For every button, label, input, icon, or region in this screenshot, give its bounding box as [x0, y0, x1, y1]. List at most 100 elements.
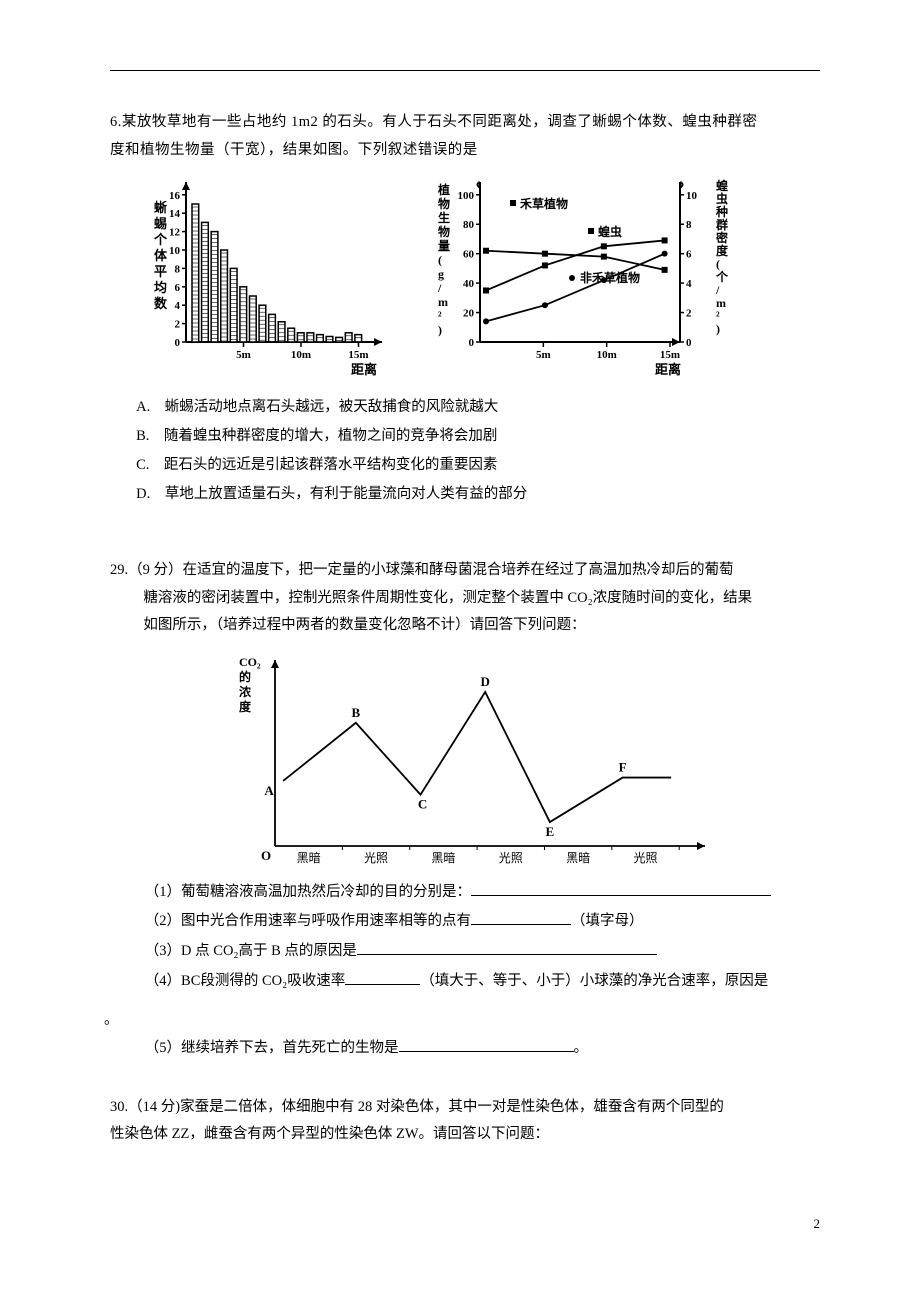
svg-text:CO₂: CO₂ [239, 655, 261, 669]
q29-line2: 糖溶液的密闭装置中，控制光照条件周期性变化，测定整个装置中 CO₂浓度随时间的变… [110, 585, 820, 613]
svg-text:度: 度 [716, 243, 729, 258]
q29-sub2: （2）图中光合作用速率与呼吸作用速率相等的点有 （填字母） [110, 907, 820, 937]
q29-sub5: （5）继续培养下去，首先死亡的生物是 。 [110, 1034, 820, 1064]
svg-text:6: 6 [175, 282, 181, 294]
svg-text:E: E [546, 824, 555, 839]
svg-text:10: 10 [686, 190, 698, 202]
svg-text:0: 0 [686, 337, 692, 349]
svg-text:D: D [480, 674, 489, 689]
q29-sub1: （1）葡萄糖溶液高温加热然后冷却的目的分别是： [110, 878, 820, 908]
svg-text:10m: 10m [291, 349, 311, 361]
q6-line2: 度和植物生物量（干宽），结果如图。下列叙述错误的是 [110, 137, 820, 165]
svg-text:): ) [716, 322, 720, 336]
svg-text:植: 植 [437, 182, 450, 197]
svg-text:光照: 光照 [634, 851, 658, 865]
q6-charts: 0246810121416蜥蜴个体平均数5m10m15m距离 020406080… [140, 172, 820, 387]
svg-text:/: / [715, 283, 720, 297]
blank-5 [399, 1037, 574, 1053]
svg-text:10m: 10m [597, 349, 617, 361]
svg-text:F: F [619, 759, 627, 774]
svg-text:量: 量 [438, 239, 450, 253]
svg-text:10: 10 [169, 245, 181, 257]
svg-text:C: C [418, 796, 427, 811]
svg-text:12: 12 [169, 227, 181, 239]
svg-text:5m: 5m [536, 349, 551, 361]
svg-text:15m: 15m [348, 349, 368, 361]
svg-text:蜥: 蜥 [154, 200, 167, 215]
svg-text:蜴: 蜴 [154, 216, 167, 231]
svg-text:物: 物 [438, 224, 450, 239]
svg-text:密: 密 [716, 230, 728, 245]
q29-sub4: （4）BC段测得的 CO₂吸收速率 （填大于、等于、小于）小球藻的净光合速率，原因… [110, 967, 820, 997]
svg-text:A: A [264, 783, 274, 798]
svg-text:/: / [437, 281, 442, 295]
svg-text:8: 8 [686, 219, 692, 231]
q30-line2: 性染色体 ZZ，雌蚕含有两个异型的性染色体 ZW。请回答以下问题： [110, 1121, 820, 1149]
blank-3 [357, 940, 657, 956]
q29-sub1-text: （1）葡萄糖溶液高温加热然后冷却的目的分别是： [145, 884, 471, 900]
q6-option-a: A. 蜥蜴活动地点离石头越远，被天敌捕食的风险就越大 [110, 393, 820, 422]
svg-text:40: 40 [463, 278, 475, 290]
svg-text:非禾草植物: 非禾草植物 [580, 270, 640, 285]
svg-text:群: 群 [715, 217, 728, 232]
svg-text:20: 20 [463, 308, 475, 320]
svg-text:光照: 光照 [364, 851, 388, 865]
q29-sub4-end: 。 [104, 1007, 820, 1035]
top-rule [110, 70, 820, 71]
svg-text:生: 生 [438, 210, 450, 225]
svg-text:数: 数 [154, 296, 168, 311]
svg-text:8: 8 [175, 263, 181, 275]
svg-text:m: m [716, 296, 726, 310]
svg-text:14: 14 [169, 208, 181, 220]
svg-text:): ) [438, 323, 442, 337]
q29-sub5-pre: （5）继续培养下去，首先死亡的生物是 [145, 1040, 399, 1056]
q29-sub4-pre: （4）BC段测得的 CO₂吸收速率 [145, 973, 345, 989]
svg-text:15m: 15m [660, 349, 680, 361]
q29-sub3: （3）D 点 CO₂高于 B 点的原因是 [110, 937, 820, 967]
q6-chart-left: 0246810121416蜥蜴个体平均数5m10m15m距离 [140, 172, 390, 387]
svg-text:黑暗: 黑暗 [431, 850, 455, 865]
svg-text:光照: 光照 [499, 851, 523, 865]
svg-text:²: ² [716, 309, 720, 323]
svg-text:0: 0 [175, 337, 181, 349]
svg-text:物: 物 [438, 196, 450, 211]
svg-text:个: 个 [153, 232, 168, 247]
svg-text:(: ( [716, 257, 720, 271]
svg-text:黑暗: 黑暗 [566, 850, 590, 865]
svg-text:均: 均 [154, 280, 167, 295]
q29-line1: 29.（9 分）在适宜的温度下，把一定量的小球藻和酵母菌混合培养在经过了高温加热… [110, 557, 820, 585]
q29-sub5-post: 。 [574, 1040, 589, 1056]
q29-chart-svg: CO₂的浓度O黑暗光照黑暗光照黑暗光照ABCDEF [215, 646, 715, 876]
svg-text:禾草植物: 禾草植物 [520, 196, 568, 211]
svg-text:O: O [261, 848, 271, 863]
svg-text:60: 60 [463, 249, 475, 261]
svg-text:4: 4 [686, 278, 692, 290]
q29-sub3-pre: （3）D 点 CO₂高于 B 点的原因是 [145, 943, 357, 959]
svg-text:距离: 距离 [351, 362, 377, 377]
svg-text:体: 体 [154, 248, 168, 263]
q6-option-d: D. 草地上放置适量石头，有利于能量流向对人类有益的部分 [110, 480, 820, 509]
svg-text:16: 16 [169, 190, 181, 202]
svg-text:个: 个 [715, 269, 729, 284]
blank-1 [471, 880, 771, 896]
svg-text:2: 2 [175, 319, 181, 331]
svg-text:的: 的 [239, 669, 251, 684]
blank-2 [471, 910, 571, 926]
bar-chart-svg: 0246810121416蜥蜴个体平均数5m10m15m距离 [140, 172, 390, 382]
q29-sub4-mid: （填大于、等于、小于）小球藻的净光合速率，原因是 [420, 973, 768, 989]
svg-text:5m: 5m [236, 349, 251, 361]
q29-sub2-pre: （2）图中光合作用速率与呼吸作用速率相等的点有 [145, 913, 471, 929]
svg-text:g: g [438, 267, 444, 281]
svg-text:(: ( [438, 253, 442, 267]
svg-text:2: 2 [686, 308, 692, 320]
svg-text:6: 6 [686, 249, 692, 261]
q29-sub2-post: （填字母） [571, 913, 644, 929]
svg-text:80: 80 [463, 219, 475, 231]
svg-text:种: 种 [715, 204, 728, 219]
q6-option-b: B. 随着蝗虫种群密度的增大，植物之间的竞争将会加剧 [110, 422, 820, 451]
svg-text:蝗: 蝗 [716, 178, 728, 193]
q6-option-c: C. 距石头的远近是引起该群落水平结构变化的重要因素 [110, 451, 820, 480]
svg-text:²: ² [438, 309, 442, 323]
svg-text:距离: 距离 [655, 362, 681, 377]
svg-text:0: 0 [469, 337, 475, 349]
